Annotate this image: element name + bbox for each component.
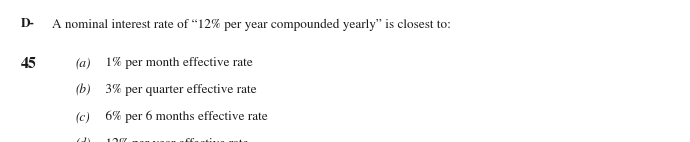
- Text: (c): (c): [76, 111, 90, 123]
- Text: 6% per 6 months effective rate: 6% per 6 months effective rate: [102, 111, 268, 123]
- Text: (a): (a): [76, 57, 91, 69]
- Text: 1% per month effective rate: 1% per month effective rate: [102, 57, 253, 69]
- Text: 3% per quarter effective rate: 3% per quarter effective rate: [102, 84, 257, 96]
- Text: (b): (b): [76, 84, 91, 96]
- Text: 45: 45: [21, 57, 37, 71]
- Text: A nominal interest rate of “12% per year compounded yearly” is closest to:: A nominal interest rate of “12% per year…: [52, 18, 451, 31]
- Text: (d): (d): [76, 138, 91, 142]
- Text: D-: D-: [21, 18, 34, 31]
- Text: 12% per year effective rate: 12% per year effective rate: [102, 138, 248, 142]
